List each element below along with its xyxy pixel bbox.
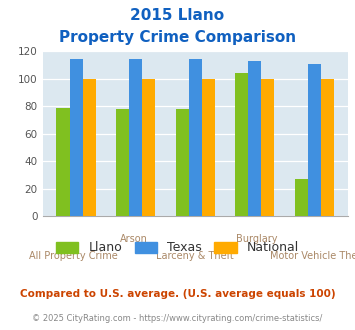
Bar xyxy=(321,79,334,216)
Text: Burglary: Burglary xyxy=(236,234,277,244)
Legend: Llano, Texas, National: Llano, Texas, National xyxy=(51,236,304,259)
Text: Larceny & Theft: Larceny & Theft xyxy=(156,251,234,261)
Text: Arson: Arson xyxy=(120,234,148,244)
Text: © 2025 CityRating.com - https://www.cityrating.com/crime-statistics/: © 2025 CityRating.com - https://www.city… xyxy=(32,314,323,323)
Bar xyxy=(116,109,129,216)
Text: 2015 Llano: 2015 Llano xyxy=(130,8,225,23)
Bar xyxy=(261,79,274,216)
Bar xyxy=(83,79,96,216)
Text: All Property Crime: All Property Crime xyxy=(29,251,118,261)
Bar xyxy=(202,79,215,216)
Bar xyxy=(129,59,142,216)
Text: Compared to U.S. average. (U.S. average equals 100): Compared to U.S. average. (U.S. average … xyxy=(20,289,335,299)
Bar xyxy=(142,79,155,216)
Bar xyxy=(56,108,70,216)
Text: Property Crime Comparison: Property Crime Comparison xyxy=(59,30,296,45)
Bar xyxy=(235,73,248,216)
Text: Motor Vehicle Theft: Motor Vehicle Theft xyxy=(270,251,355,261)
Bar xyxy=(308,64,321,216)
Bar xyxy=(248,61,261,216)
Bar xyxy=(295,179,308,216)
Bar xyxy=(70,59,83,216)
Bar xyxy=(189,59,202,216)
Bar xyxy=(176,109,189,216)
